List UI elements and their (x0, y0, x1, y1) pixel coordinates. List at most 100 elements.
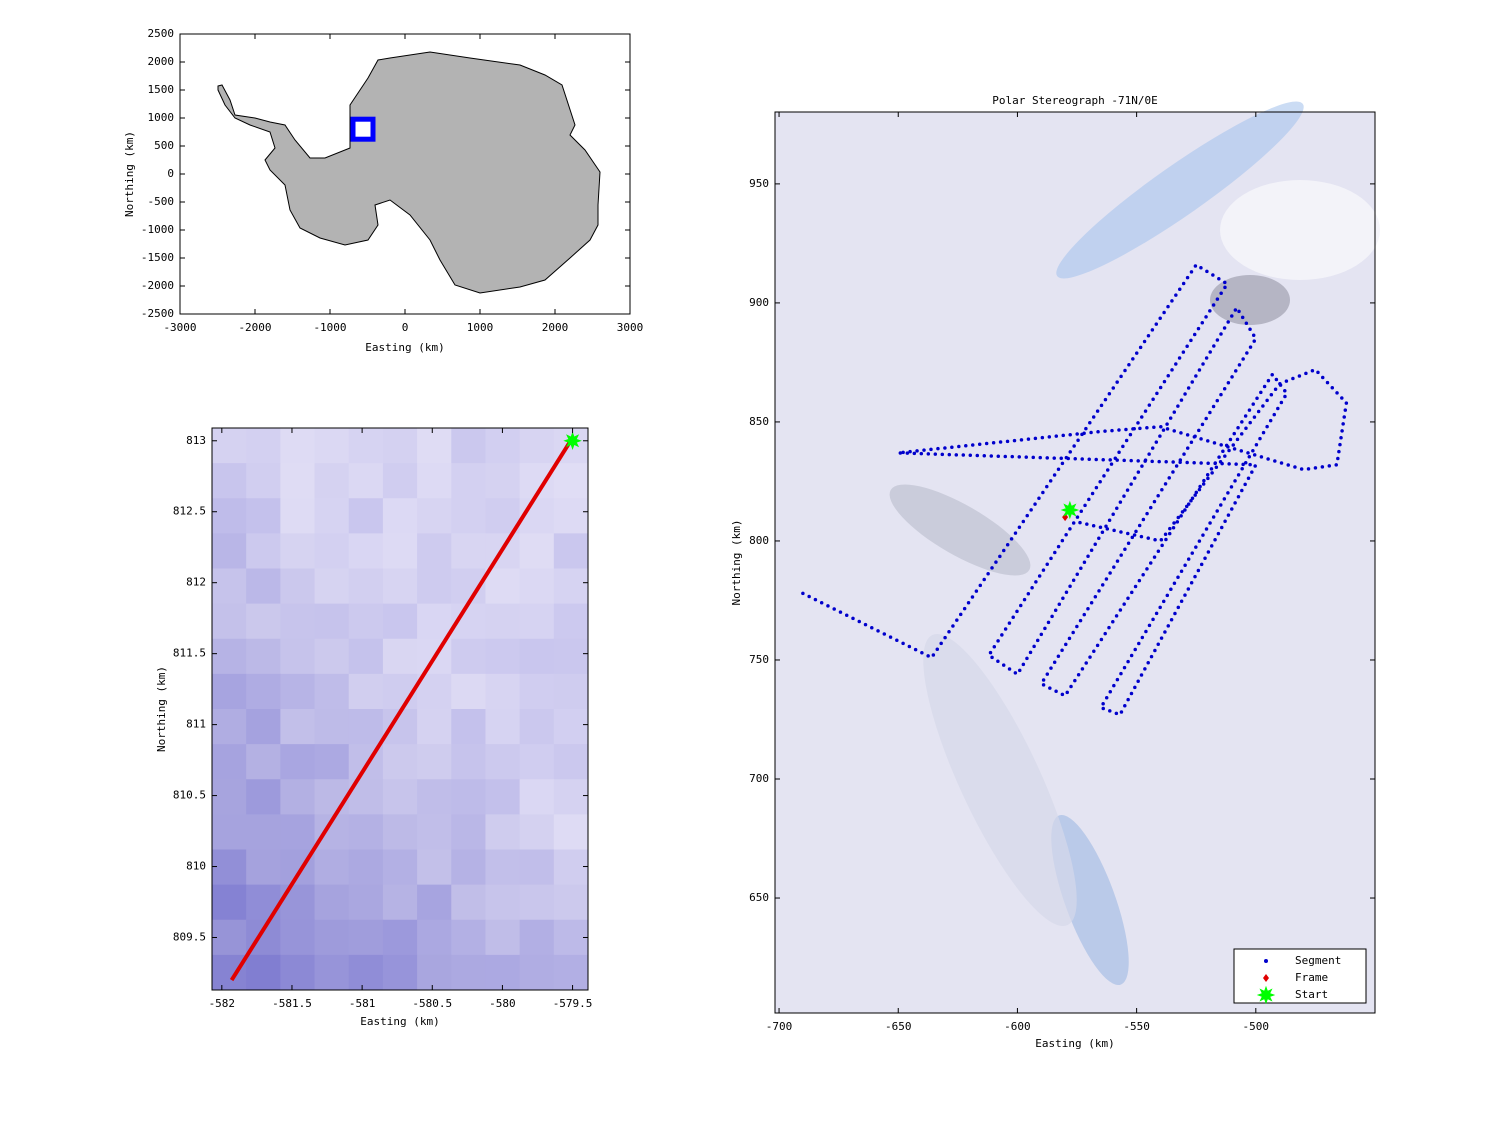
frame-marker (1263, 974, 1269, 982)
x-tick-label: -3000 (163, 321, 196, 334)
pixel (417, 954, 452, 991)
pixel (314, 463, 350, 499)
continent-outline (217, 51, 601, 294)
x-tick-label: -580 (489, 997, 516, 1010)
pixel (417, 814, 452, 850)
pixel (314, 709, 350, 745)
y-tick-label: -2000 (141, 279, 174, 292)
pixel (417, 709, 452, 745)
legend-label: Segment (1295, 954, 1341, 967)
x-tick-label: -500 (1243, 1020, 1270, 1033)
pixel (485, 603, 521, 640)
pixel (314, 884, 350, 921)
pixel (246, 884, 281, 921)
pixel (519, 779, 555, 815)
pixel (280, 884, 316, 921)
pixel (553, 849, 589, 886)
pixel (553, 533, 589, 569)
pixel (382, 498, 418, 534)
pixel (212, 744, 247, 780)
x-axis-label: Easting (km) (1035, 1037, 1114, 1050)
pixel (451, 849, 486, 886)
pixel (348, 463, 384, 499)
pixel (348, 603, 384, 640)
pixel (451, 814, 486, 850)
pixel (519, 814, 555, 850)
pixel (314, 849, 350, 886)
x-tick-label: -550 (1123, 1020, 1150, 1033)
pixel (280, 779, 316, 815)
x-tick-label: -581.5 (272, 997, 312, 1010)
axes-box (774, 111, 1376, 1014)
x-tick-label: 1000 (467, 321, 494, 334)
pixel (485, 709, 521, 745)
x-tick-label: -579.5 (553, 997, 593, 1010)
pixel (553, 954, 589, 991)
pixel (280, 463, 316, 499)
pixel (280, 638, 316, 675)
pixel (519, 744, 555, 780)
pixel (280, 533, 316, 569)
pixel (451, 463, 486, 499)
pixel (485, 428, 521, 464)
pixel (212, 638, 247, 675)
pixel (314, 568, 350, 605)
pixel (246, 463, 281, 499)
pixel (417, 849, 452, 886)
pixel (417, 884, 452, 921)
pixel (451, 954, 486, 991)
pixel (553, 603, 589, 640)
pixel (519, 849, 555, 886)
y-tick-label: -1500 (141, 251, 174, 264)
pixel (553, 744, 589, 780)
pixel (212, 603, 247, 640)
pixel (280, 744, 316, 780)
pixel (348, 919, 384, 956)
pixel (382, 814, 418, 850)
y-tick-label: -500 (148, 195, 175, 208)
pixel (212, 849, 247, 886)
pixel (485, 954, 521, 991)
pixel (280, 954, 316, 991)
pixel (246, 533, 281, 569)
pixel (246, 673, 281, 710)
track-line (229, 441, 572, 982)
y-tick-label: 850 (749, 415, 769, 428)
pixel (485, 673, 521, 710)
y-tick-label: 2500 (148, 27, 175, 40)
pixel (212, 779, 247, 815)
pixel (212, 673, 247, 710)
pixel (451, 673, 486, 710)
pixel (280, 919, 316, 956)
pixel (417, 533, 452, 569)
pixel (246, 744, 281, 780)
pixel (553, 919, 589, 956)
y-tick-label: 1500 (148, 83, 175, 96)
pixel (314, 744, 350, 780)
x-tick-label: 2000 (542, 321, 569, 334)
pixel (417, 919, 452, 956)
pixel (348, 533, 384, 569)
pixel (246, 603, 281, 640)
x-tick-label: 3000 (617, 321, 644, 334)
axes-box (211, 427, 589, 991)
y-tick-label: 812.5 (173, 505, 206, 518)
pixel (280, 673, 316, 710)
pixel (212, 428, 247, 464)
pixel (553, 463, 589, 499)
y-tick-label: -2500 (141, 307, 174, 320)
pixel (246, 849, 281, 886)
pixel (382, 779, 418, 815)
pixel (519, 919, 555, 956)
pixel (212, 814, 247, 850)
pixel (382, 603, 418, 640)
x-tick-label: 0 (402, 321, 409, 334)
pixel (485, 779, 521, 815)
pixel (553, 709, 589, 745)
pixel (348, 568, 384, 605)
x-axis-label: Easting (km) (365, 341, 444, 354)
pixel (314, 498, 350, 534)
pixel (382, 919, 418, 956)
pixel (246, 709, 281, 745)
frame-marker (1062, 513, 1069, 522)
